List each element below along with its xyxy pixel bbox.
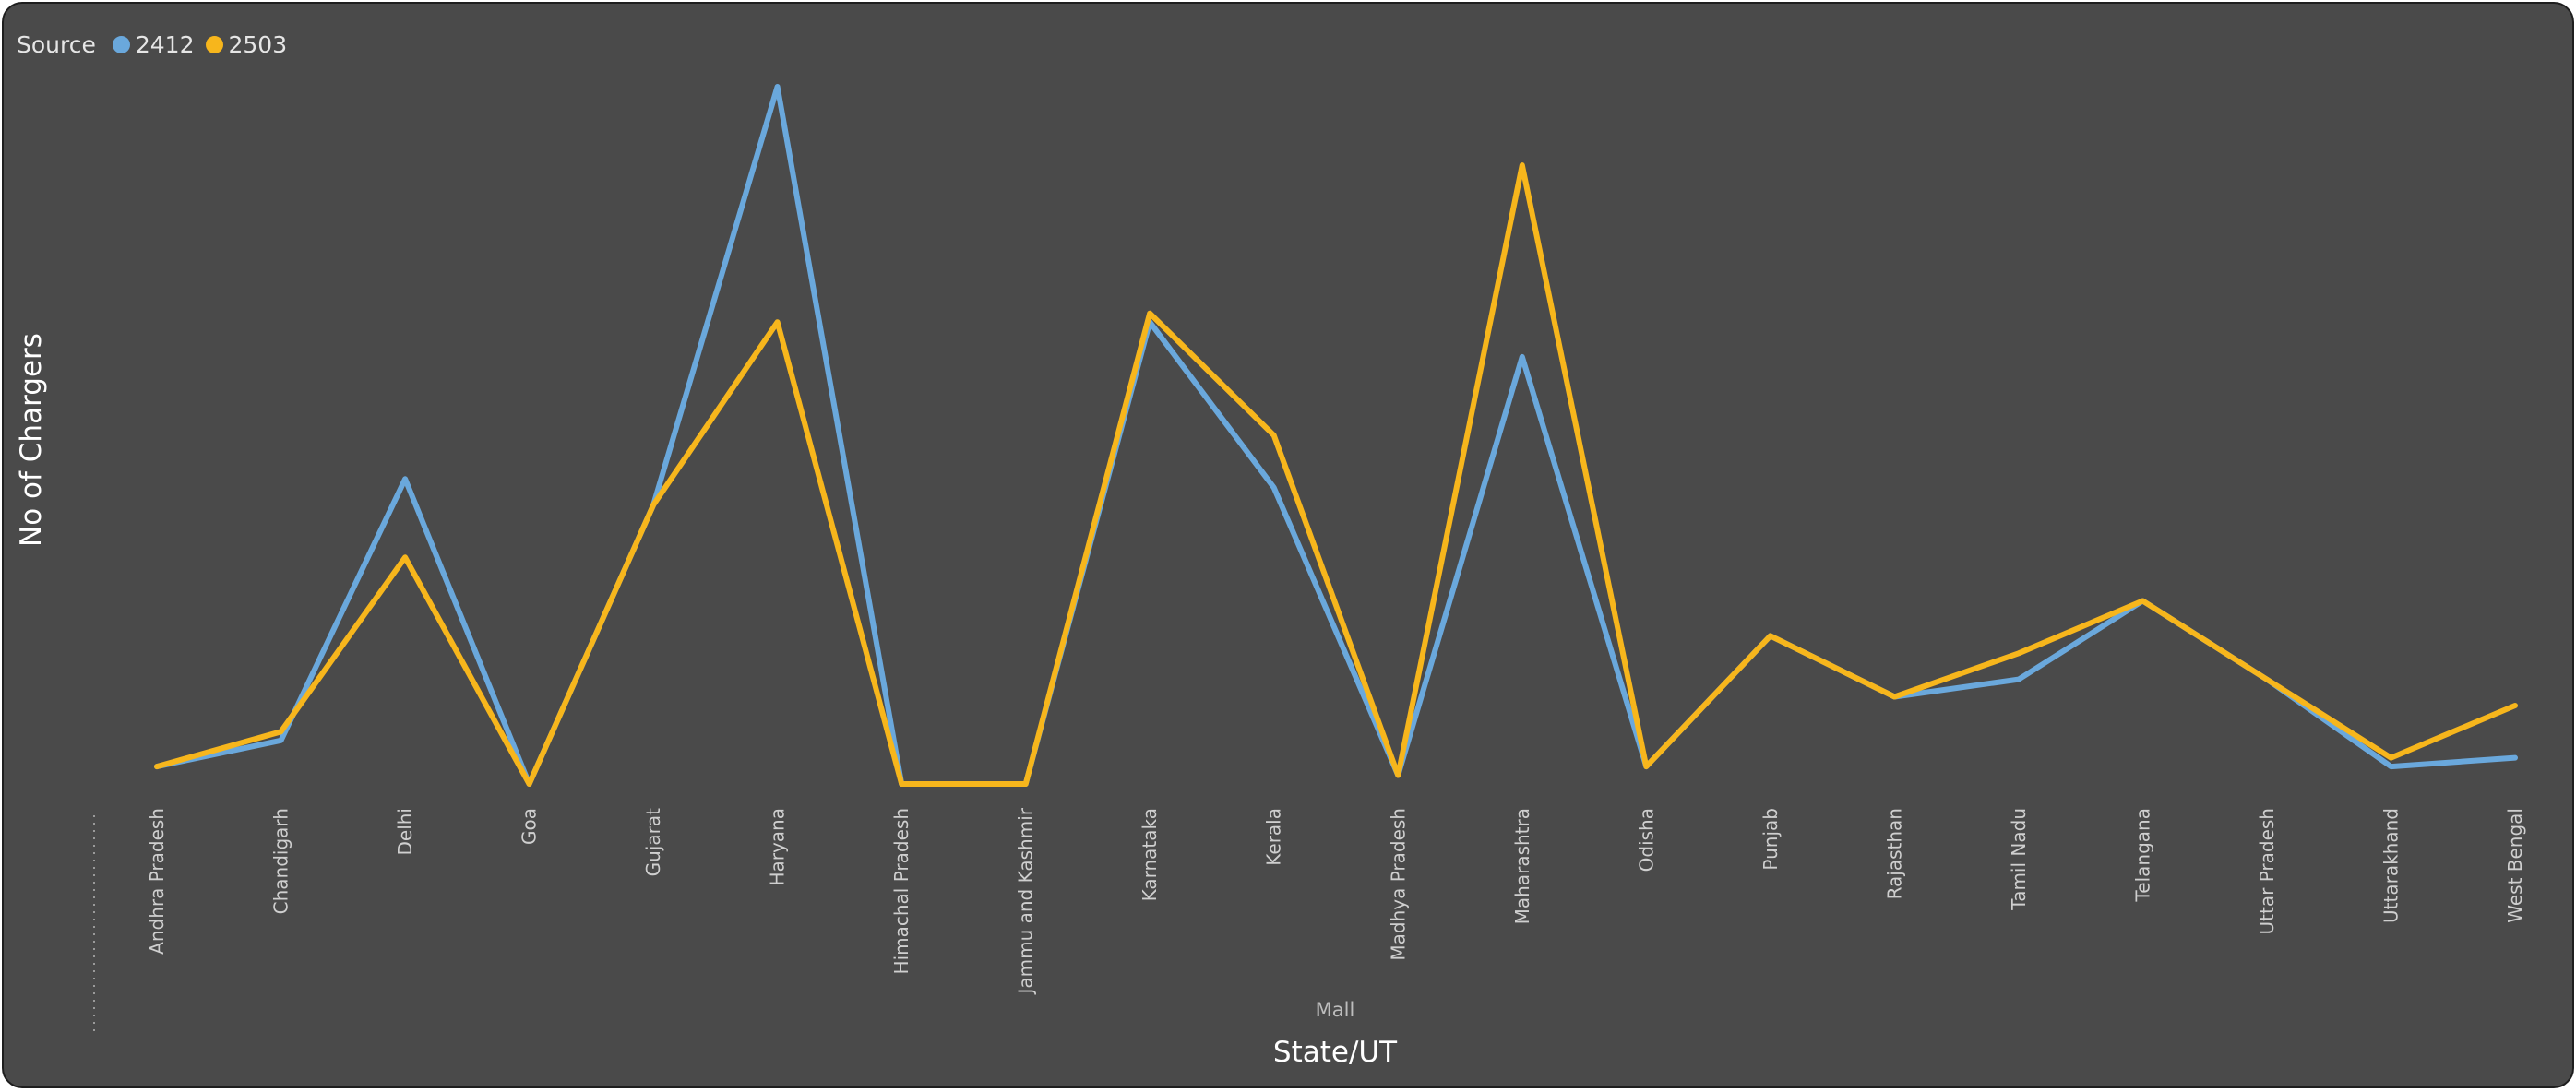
x-tick-label: Delhi	[394, 808, 416, 856]
series-lines	[154, 84, 2518, 787]
x-axis-ticks: Andhra Pradesh Chandigarh Delhi Goa Gujarat H…	[146, 807, 2526, 995]
x-tick-label: Uttar Pradesh	[2256, 808, 2278, 934]
x-tick-label: Tamil Nadu	[2008, 808, 2030, 911]
x-tick-label: Jammu and Kashmir	[1015, 807, 1037, 995]
x-tick-label: Odisha	[1635, 808, 1657, 872]
x-tick-label: Uttarakhand	[2379, 808, 2402, 923]
legend-label-2503: 2503	[228, 30, 288, 58]
legend-marker-2503	[205, 35, 223, 53]
x-tick-label: Madhya Pradesh	[1387, 808, 1409, 961]
x-tick-label: Telangana	[2131, 808, 2153, 903]
x-group-label: Mall	[1316, 999, 1355, 1021]
x-tick-label: Haryana	[767, 808, 789, 886]
series-line-2503[interactable]	[154, 162, 2518, 787]
x-tick-label: Goa	[519, 808, 541, 845]
legend-item-2503[interactable]: 2503	[205, 30, 288, 58]
legend-label-2412: 2412	[135, 30, 195, 58]
legend-marker-2412	[112, 35, 130, 53]
x-tick-label: Andhra Pradesh	[146, 808, 168, 955]
x-tick-label: Chandigarh	[270, 808, 292, 914]
x-tick-label: Himachal Pradesh	[890, 808, 912, 974]
x-axis-title: State/UT	[1273, 1036, 1398, 1069]
x-tick-label: Gujarat	[642, 808, 664, 876]
x-tick-label: Karnataka	[1139, 808, 1161, 901]
series-line-2412[interactable]	[154, 84, 2518, 787]
line-chart: Andhra Pradesh Chandigarh Delhi Goa Gujarat H…	[93, 84, 2526, 1069]
legend-item-2412[interactable]: 2412	[112, 30, 195, 58]
legend-title: Source	[17, 30, 96, 58]
x-tick-label: Kerala	[1263, 808, 1285, 866]
x-tick-label: Punjab	[1759, 808, 1782, 871]
legend: Source 2412 2503	[17, 28, 298, 61]
x-tick-label: West Bengal	[2504, 808, 2526, 923]
x-tick-label: Rajasthan	[1883, 808, 1905, 899]
x-tick-label: Maharashtra	[1511, 808, 1533, 924]
